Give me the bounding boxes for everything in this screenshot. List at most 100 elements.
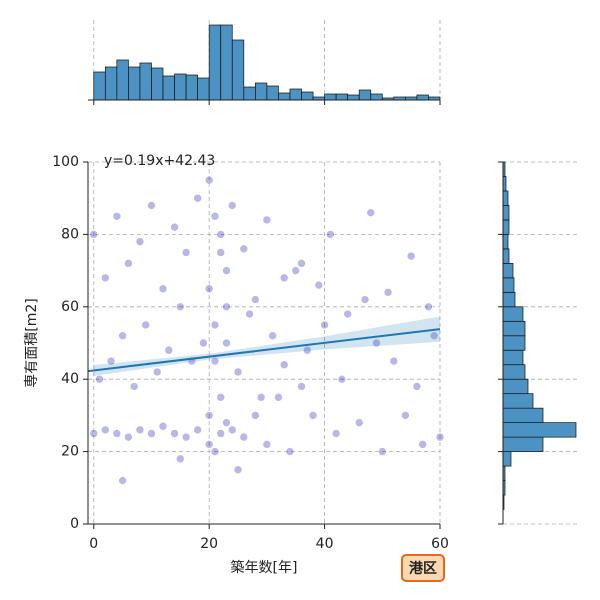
scatter-point (89, 230, 99, 239)
histogram-bar (278, 92, 291, 101)
x-axis-label: 築年数[年] (231, 560, 298, 576)
scatter-point (418, 440, 427, 449)
scatter-point (383, 288, 393, 297)
scatter-point (412, 382, 422, 391)
scatter-point (435, 432, 445, 442)
histogram-bar (162, 75, 175, 101)
scatter-point (377, 447, 387, 456)
histogram-bar (174, 73, 187, 101)
x-tick-label: 40 (316, 536, 334, 552)
scatter-point (366, 208, 376, 217)
histogram-bar (502, 248, 510, 264)
scatter-point (216, 230, 226, 239)
scatter-point (135, 237, 145, 246)
scatter-point (401, 411, 410, 420)
scatter-point (424, 302, 433, 312)
scatter-point (106, 356, 116, 366)
scatter-point (118, 476, 127, 485)
scatter-point (297, 382, 306, 391)
y-tick-label: 100 (52, 154, 79, 170)
scatter-point (193, 425, 202, 435)
scatter-point (158, 284, 168, 294)
scatter-point (181, 248, 191, 257)
scatter-point (233, 367, 243, 377)
scatter-point (222, 302, 231, 312)
scatter-point (222, 418, 231, 427)
histogram-bar (243, 86, 256, 101)
histogram-bar (502, 349, 524, 366)
scatter-point (204, 411, 214, 420)
histogram-bar (254, 82, 268, 101)
histogram-bar (502, 320, 526, 337)
scatter-point (222, 338, 231, 348)
scatter-point (326, 230, 335, 239)
y-tick-label: 60 (61, 299, 79, 315)
histogram-bar (502, 393, 534, 409)
scatter-point (262, 215, 272, 225)
scatter-point (112, 212, 122, 221)
scatter-point (406, 251, 416, 261)
histogram-bar (93, 71, 106, 101)
y-axis-label: 専有面積[m2] (24, 298, 40, 387)
scatter-point (279, 360, 289, 370)
histogram-bar (502, 306, 524, 322)
histogram-bar (502, 335, 526, 351)
scatter-point (222, 266, 231, 275)
y-tick-label: 80 (61, 226, 79, 242)
scatter-point (251, 411, 260, 420)
scatter-point (89, 429, 99, 438)
scatter-point (302, 345, 312, 355)
scatter-point (216, 429, 226, 438)
scatter-point (297, 259, 306, 268)
scatter-point (199, 338, 208, 348)
scatter-point (204, 440, 214, 449)
scatter-point (279, 273, 289, 283)
scatter-point (170, 222, 179, 232)
scatter-point (101, 425, 110, 435)
histogram-bar (231, 39, 245, 101)
histogram-bar (289, 88, 302, 101)
histogram-bar (347, 94, 360, 101)
scatter-point (204, 175, 214, 185)
histogram-bar (416, 94, 429, 101)
histogram-bar (502, 277, 515, 293)
scatter-point (274, 392, 283, 402)
histogram-bar (502, 364, 526, 380)
scatter-point (95, 374, 104, 384)
histogram-bar (324, 93, 337, 101)
scatter-point (216, 248, 226, 257)
histogram-bar (502, 451, 512, 467)
scatter-point (256, 392, 266, 402)
histogram-bar (116, 59, 129, 101)
scatter-point (245, 309, 254, 319)
scatter-point (233, 465, 243, 475)
histogram-bar (104, 66, 118, 101)
scatter-point (181, 432, 191, 442)
histogram-bar (197, 77, 210, 101)
x-tick-label: 60 (431, 536, 449, 552)
scatter-point (204, 284, 214, 294)
regression-line (87, 328, 441, 373)
scatter-point (337, 374, 347, 384)
scatter-point (129, 382, 139, 391)
annotation-box (401, 554, 445, 582)
histogram-bar (502, 291, 516, 308)
scatter-point (152, 367, 162, 377)
histogram-bar (220, 24, 233, 101)
histogram-bar (335, 93, 349, 101)
scatter-point (268, 331, 277, 341)
histogram-bar (266, 85, 279, 101)
scatter-point (285, 447, 295, 456)
scatter-point (210, 447, 220, 456)
scatter-point (239, 244, 249, 254)
histogram-bar (502, 422, 577, 438)
regression-label: y=0.19x+42.43 (104, 153, 215, 169)
histogram-bar (502, 234, 509, 250)
scatter-point (227, 201, 237, 210)
scatter-point (135, 425, 145, 435)
scatter-point (118, 331, 127, 341)
scatter-point (331, 429, 341, 438)
y-tick-label: 20 (61, 444, 79, 460)
histogram-bar (358, 89, 372, 101)
